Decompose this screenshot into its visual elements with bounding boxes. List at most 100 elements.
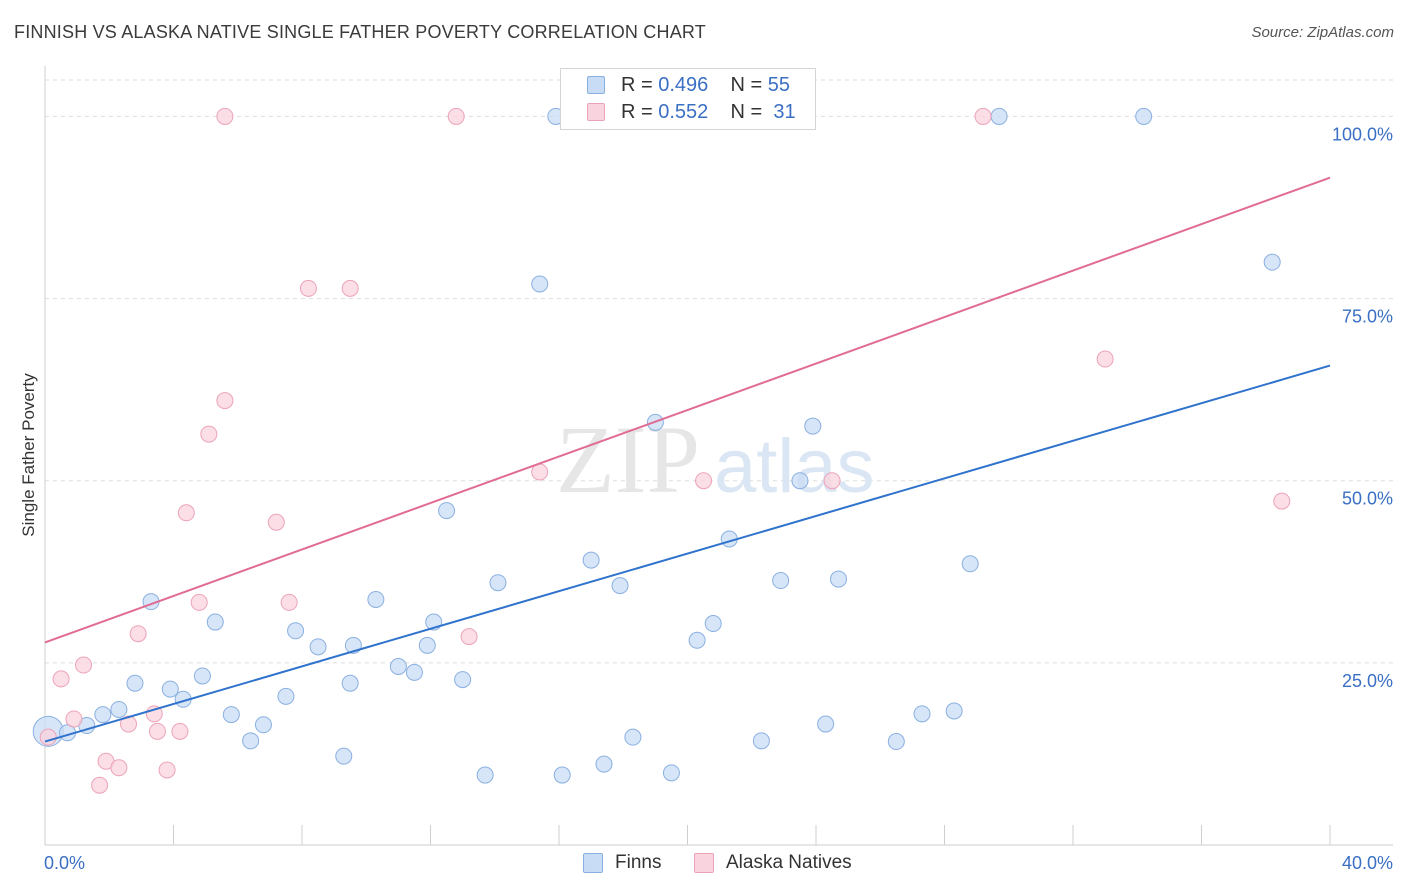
point-alaska: [341, 279, 359, 297]
legend-n-value-alaska: 31: [773, 101, 796, 123]
point-alaska: [171, 722, 189, 740]
point-finns: [804, 417, 822, 435]
point-finns: [277, 687, 295, 705]
point-finns: [553, 766, 571, 784]
point-alaska: [39, 728, 57, 746]
y-tick-label: 25.0%: [1342, 671, 1393, 691]
watermark: ZIP atlas: [556, 406, 875, 513]
point-finns: [206, 613, 224, 631]
correlation-legend: R = 0.496 N = 55 R = 0.552 N = 31: [560, 68, 816, 130]
source-label: Source: ZipAtlas.com: [1251, 24, 1394, 41]
legend-r-label: R =: [621, 101, 659, 123]
point-finns: [335, 747, 353, 765]
legend-swatch-finns: [587, 76, 605, 94]
trend-lines: [44, 176, 1331, 743]
point-finns: [611, 577, 629, 595]
point-alaska: [158, 761, 176, 779]
bottom-legend-label-finns: Finns: [615, 852, 662, 873]
legend-swatch-alaska: [587, 103, 605, 121]
point-alaska: [110, 759, 128, 777]
point-alaska: [120, 715, 138, 733]
point-alaska: [65, 710, 83, 728]
point-alaska: [200, 425, 218, 443]
point-finns: [126, 674, 144, 692]
point-finns: [161, 680, 179, 698]
axes: [44, 66, 1393, 846]
point-alaska: [91, 776, 109, 794]
chart-title: FINNISH VS ALASKA NATIVE SINGLE FATHER P…: [14, 22, 706, 42]
point-alaska: [823, 472, 841, 490]
point-finns: [1135, 107, 1153, 125]
point-alaska: [129, 625, 147, 643]
legend-n-label: N =: [730, 74, 768, 96]
legend-text-alaska: R = 0.552 N = 31: [621, 101, 796, 124]
point-finns: [254, 716, 272, 734]
point-finns: [110, 700, 128, 718]
point-alaska: [695, 472, 713, 490]
legend-n-label: N =: [730, 101, 768, 123]
point-alaska: [1096, 350, 1114, 368]
point-finns: [1263, 253, 1281, 271]
bottom-legend-swatch-alaska: [694, 853, 714, 873]
point-alaska: [299, 279, 317, 297]
watermark-atlas: atlas: [714, 424, 875, 509]
legend-r-label: R =: [621, 74, 659, 96]
x-tick-label: 0.0%: [44, 853, 85, 873]
legend-r-value-alaska: 0.552: [658, 101, 709, 123]
point-finns: [531, 275, 549, 293]
point-finns: [287, 622, 305, 640]
point-finns: [791, 472, 809, 490]
point-alaska: [216, 392, 234, 410]
bottom-legend-swatch-finns: [583, 853, 603, 873]
tick-labels: 25.0% 50.0% 75.0% 100.0% 0.0% 40.0%: [44, 124, 1393, 873]
point-finns: [662, 764, 680, 782]
point-finns: [595, 755, 613, 773]
y-tick-label: 75.0%: [1342, 307, 1393, 327]
point-finns: [94, 706, 112, 724]
point-finns: [309, 638, 327, 656]
point-alaska: [447, 107, 465, 125]
legend-r-value-finns: 0.496: [658, 74, 709, 96]
point-alaska: [974, 107, 992, 125]
y-tick-label: 100.0%: [1332, 124, 1393, 144]
point-finns: [961, 555, 979, 573]
point-finns: [341, 674, 359, 692]
point-alaska: [75, 656, 93, 674]
point-alaska: [52, 670, 70, 688]
point-finns: [945, 702, 963, 720]
point-alaska: [267, 513, 285, 531]
point-finns: [193, 667, 211, 685]
point-finns: [990, 107, 1008, 125]
point-finns: [913, 705, 931, 723]
point-finns: [489, 574, 507, 592]
point-alaska: [148, 722, 166, 740]
point-finns: [438, 502, 456, 520]
bottom-legend-label-alaska: Alaska Natives: [726, 852, 852, 873]
point-finns: [405, 663, 423, 681]
point-finns: [418, 636, 436, 654]
point-finns: [704, 615, 722, 633]
point-finns: [367, 590, 385, 608]
point-finns: [688, 631, 706, 649]
point-finns: [389, 658, 407, 675]
point-finns: [772, 572, 790, 590]
point-alaska: [280, 593, 298, 611]
point-finns: [454, 671, 472, 689]
legend-n-value-finns: 55: [767, 74, 791, 96]
watermark-zip: ZIP: [556, 406, 700, 513]
point-alaska: [216, 107, 234, 125]
point-finns: [887, 733, 905, 751]
trend-line-alaska: [44, 176, 1331, 644]
y-tick-label: 50.0%: [1342, 489, 1393, 509]
point-finns: [222, 706, 240, 724]
point-finns: [817, 715, 835, 733]
point-alaska: [177, 504, 195, 522]
point-finns: [624, 728, 642, 746]
point-alaska: [190, 593, 208, 611]
point-alaska: [1273, 492, 1291, 510]
trend-line-finns: [44, 364, 1331, 743]
point-finns: [476, 766, 494, 784]
point-finns: [752, 732, 770, 750]
legend-text-finns: R = 0.496 N = 55: [621, 74, 790, 97]
